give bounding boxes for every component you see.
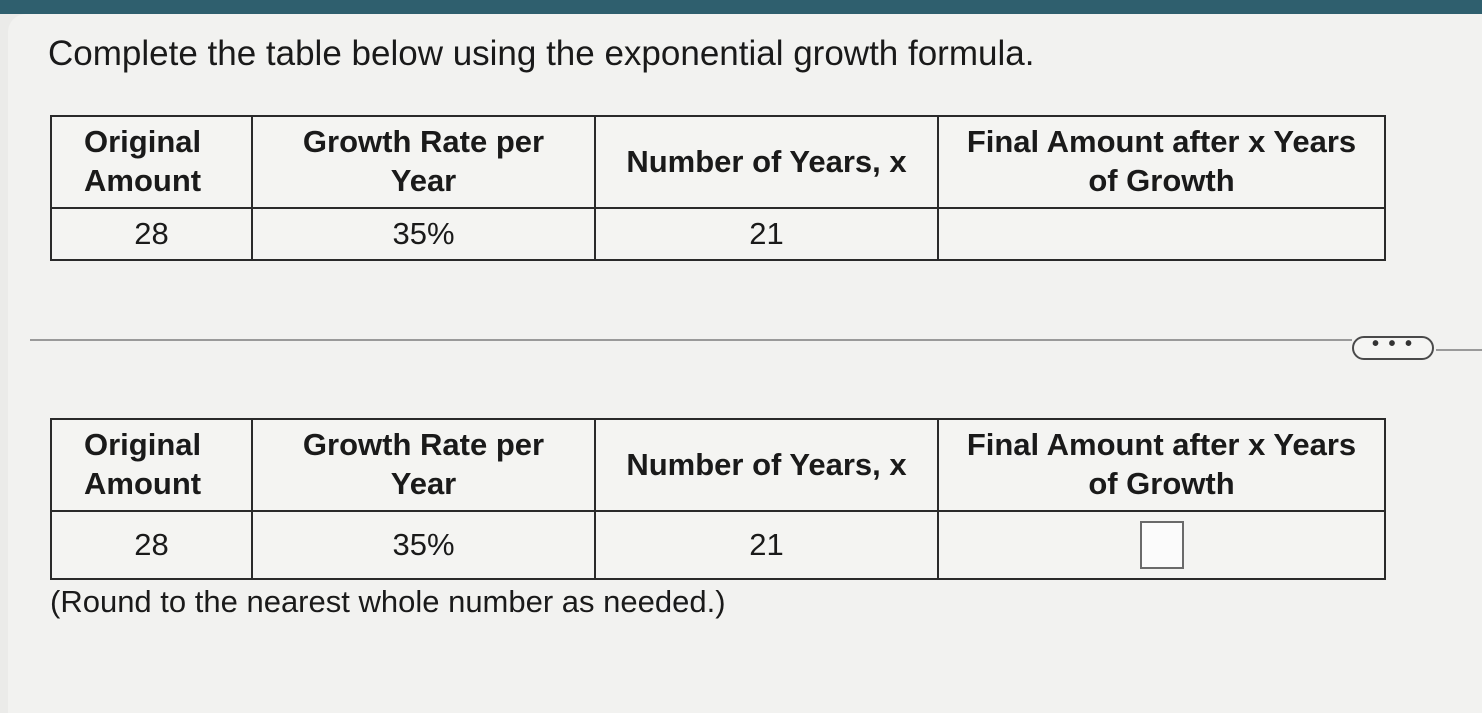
more-options-button[interactable]: • • • bbox=[1352, 334, 1434, 360]
cell-final-amount bbox=[937, 207, 1386, 261]
top-bar bbox=[0, 0, 1482, 14]
final-amount-input[interactable] bbox=[1139, 521, 1184, 569]
answer-table: Original Amount Growth Rate per Year Num… bbox=[50, 418, 1386, 580]
cell-number-of-years: 21 bbox=[594, 207, 939, 261]
header-original-amount: Original Amount bbox=[50, 418, 253, 512]
cell-growth-rate: 35% bbox=[251, 510, 596, 580]
cell-original-amount: 28 bbox=[50, 207, 253, 261]
cell-final-amount-answer bbox=[937, 510, 1386, 580]
header-number-of-years: Number of Years, x bbox=[594, 418, 939, 512]
table-header-row: Original Amount Growth Rate per Year Num… bbox=[50, 115, 1386, 209]
table-row: 28 35% 21 bbox=[50, 207, 1386, 261]
cell-growth-rate: 35% bbox=[251, 207, 596, 261]
header-original-amount: Original Amount bbox=[50, 115, 253, 209]
table-header-row: Original Amount Growth Rate per Year Num… bbox=[50, 418, 1386, 512]
rounding-instruction: (Round to the nearest whole number as ne… bbox=[50, 584, 726, 619]
question-table: Original Amount Growth Rate per Year Num… bbox=[50, 115, 1386, 261]
cell-original-amount: 28 bbox=[50, 510, 253, 580]
cell-number-of-years: 21 bbox=[594, 510, 939, 580]
section-divider-right bbox=[1436, 349, 1482, 351]
table-row: 28 35% 21 bbox=[50, 510, 1386, 580]
header-growth-rate: Growth Rate per Year bbox=[251, 115, 596, 209]
question-prompt: Complete the table below using the expon… bbox=[48, 34, 1035, 73]
header-growth-rate: Growth Rate per Year bbox=[251, 418, 596, 512]
header-final-amount: Final Amount after x Years of Growth bbox=[937, 115, 1386, 209]
section-divider bbox=[30, 339, 1352, 341]
header-final-amount: Final Amount after x Years of Growth bbox=[937, 418, 1386, 512]
header-number-of-years: Number of Years, x bbox=[594, 115, 939, 209]
